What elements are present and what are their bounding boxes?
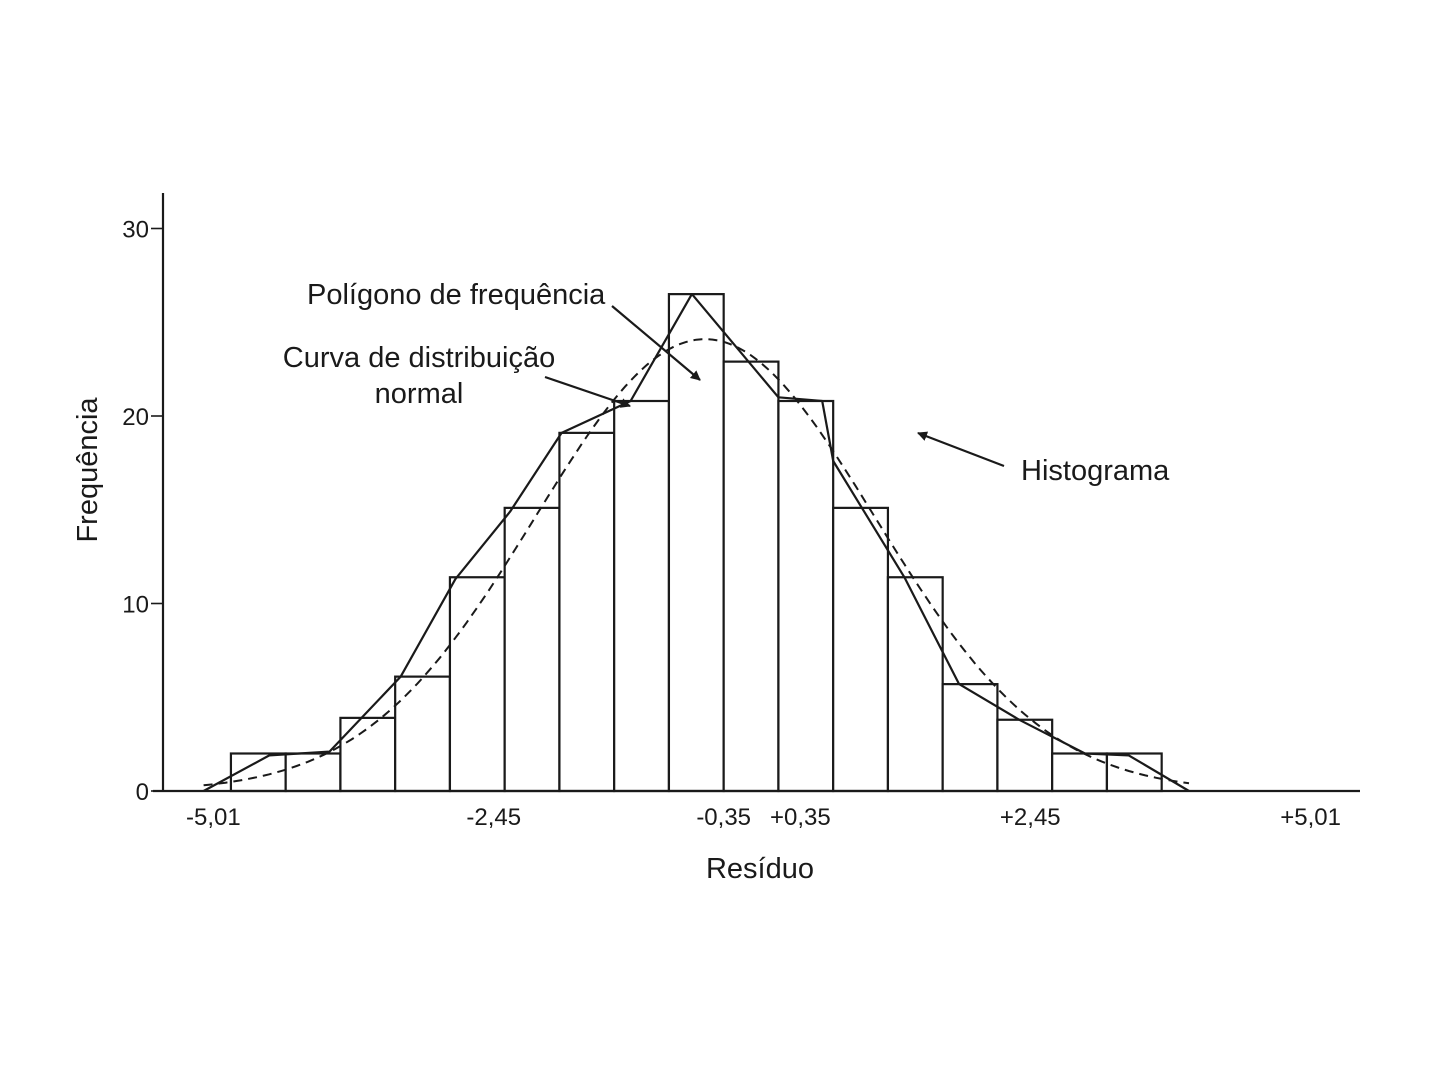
y-tick-label-10: 10 bbox=[122, 592, 149, 619]
histogram-bar-7 bbox=[613, 399, 671, 793]
y-axis-ticks: 0 10 20 30 bbox=[122, 217, 163, 806]
histogram-bar-2 bbox=[339, 716, 397, 793]
x-tick-label-2: -0,35 bbox=[696, 804, 751, 831]
arrow-to-normal-curve bbox=[544, 375, 631, 408]
y-tick-label-0: 0 bbox=[136, 779, 149, 806]
x-tick-label-5: +5,01 bbox=[1280, 804, 1341, 831]
annotation-normal-curve-line2: normal bbox=[375, 378, 464, 410]
histogram-bar-13 bbox=[941, 683, 999, 793]
normal-distribution-curve bbox=[203, 338, 1190, 787]
annotation-frequency-polygon: Polígono de frequência bbox=[307, 279, 606, 311]
frequency-polygon-line bbox=[203, 293, 1190, 792]
x-tick-label-3: +0,35 bbox=[770, 804, 831, 831]
arrow-to-frequency-polygon bbox=[611, 305, 701, 381]
x-tick-label-0: -5,01 bbox=[186, 804, 241, 831]
y-tick-label-20: 20 bbox=[122, 404, 149, 431]
histogram-bar-10 bbox=[777, 399, 835, 793]
y-axis-title: Frequência bbox=[72, 397, 104, 543]
histogram-bar-14 bbox=[996, 718, 1054, 793]
histogram-bar-9 bbox=[722, 360, 780, 793]
annotation-normal-curve-line1: Curva de distribuição bbox=[283, 342, 555, 374]
histogram-bar-15 bbox=[1051, 752, 1109, 793]
histogram-bars bbox=[229, 293, 1163, 793]
annotation-histogram: Histograma bbox=[1021, 455, 1170, 487]
x-tick-label-4: +2,45 bbox=[1000, 804, 1061, 831]
y-tick-label-30: 30 bbox=[122, 217, 149, 244]
histogram-bar-4 bbox=[448, 576, 506, 793]
arrow-to-histogram bbox=[917, 431, 1005, 468]
histogram-bar-8 bbox=[667, 293, 725, 793]
histogram-bar-6 bbox=[558, 431, 616, 793]
x-axis-title: Resíduo bbox=[706, 853, 814, 885]
histogram-bar-16 bbox=[1105, 752, 1163, 793]
x-tick-label-1: -2,45 bbox=[466, 804, 521, 831]
histogram-bar-3 bbox=[394, 675, 452, 793]
x-axis-tick-labels: -5,01 -2,45 -0,35 +0,35 +2,45 +5,01 bbox=[186, 804, 1341, 831]
histogram-bar-11 bbox=[832, 506, 890, 793]
histogram-bar-5 bbox=[503, 506, 561, 793]
